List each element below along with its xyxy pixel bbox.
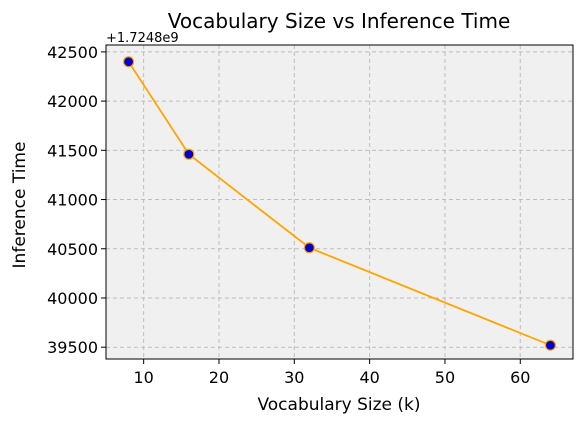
y-tick-label: 39500 [47,338,98,357]
axes: 10 20 30 40 50 60 39500 40000 40500 41000 41500 420… [47,43,530,387]
x-tick-label: 10 [133,368,153,387]
y-tick-label: 41000 [47,191,98,210]
y-offset-label: +1.7248e9 [106,31,179,46]
data-point-marker [303,242,315,254]
x-tick-label: 20 [209,368,229,387]
series [122,56,557,351]
y-axis-label: Inference Time [10,142,30,269]
y-tick-label: 40000 [47,289,98,308]
grid [106,45,573,359]
x-tick-label: 30 [284,368,304,387]
y-tick-label: 41500 [47,141,98,160]
chart-title: Vocabulary Size vs Inference Time [168,9,511,33]
plot-area [106,45,573,359]
y-tick-label: 42500 [47,43,98,62]
data-point-marker [183,148,195,160]
x-tick-label: 40 [359,368,379,387]
data-point-marker [122,56,135,68]
y-tick-label: 42000 [47,92,98,111]
x-tick-label: 50 [435,368,455,387]
y-tick-label: 40500 [47,240,98,259]
series-line [127,61,551,347]
data-point-marker [544,339,557,351]
x-axis-label: Vocabulary Size (k) [257,395,420,415]
x-tick-label: 60 [510,368,530,387]
plot-frame [105,44,574,360]
